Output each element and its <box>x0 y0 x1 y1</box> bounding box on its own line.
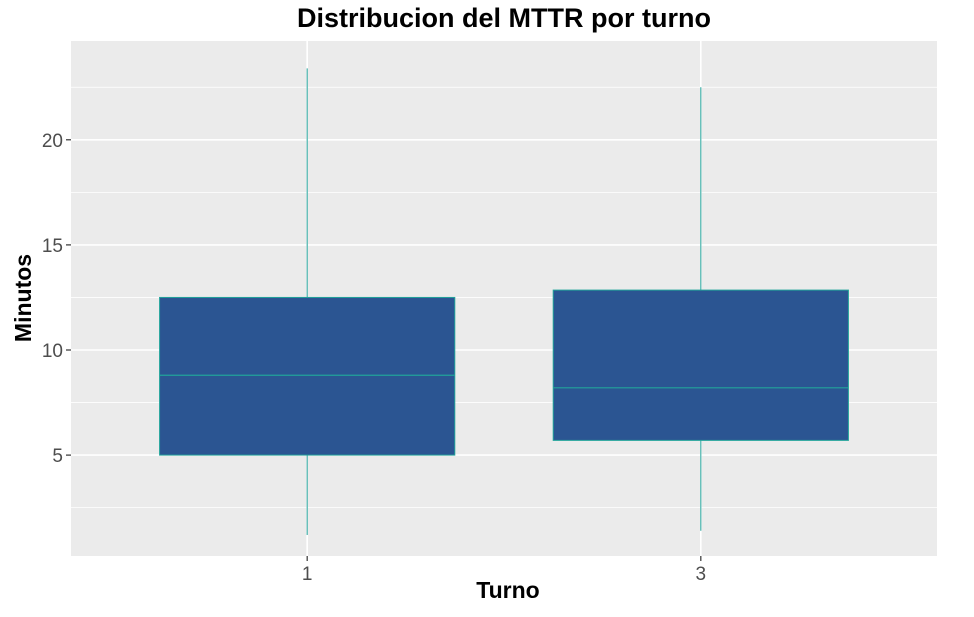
y-tick-label: 20 <box>42 131 63 152</box>
y-axis-title: Minutos <box>10 254 36 342</box>
x-tick-label: 1 <box>302 564 313 585</box>
x-axis-title: Turno <box>476 577 539 603</box>
y-tick-label: 5 <box>52 446 63 467</box>
chart-title: Distribucion del MTTR por turno <box>297 3 711 33</box>
iqr-box <box>552 289 849 441</box>
y-axis-ticks: 5 10 15 20 <box>42 131 71 467</box>
y-tick-label: 10 <box>42 341 63 362</box>
box-turno-3 <box>552 87 849 531</box>
x-tick-label: 3 <box>696 564 707 585</box>
y-tick-label: 15 <box>42 236 63 257</box>
boxes-layer <box>159 68 849 535</box>
iqr-box <box>159 296 456 456</box>
box-turno-1 <box>159 68 456 535</box>
